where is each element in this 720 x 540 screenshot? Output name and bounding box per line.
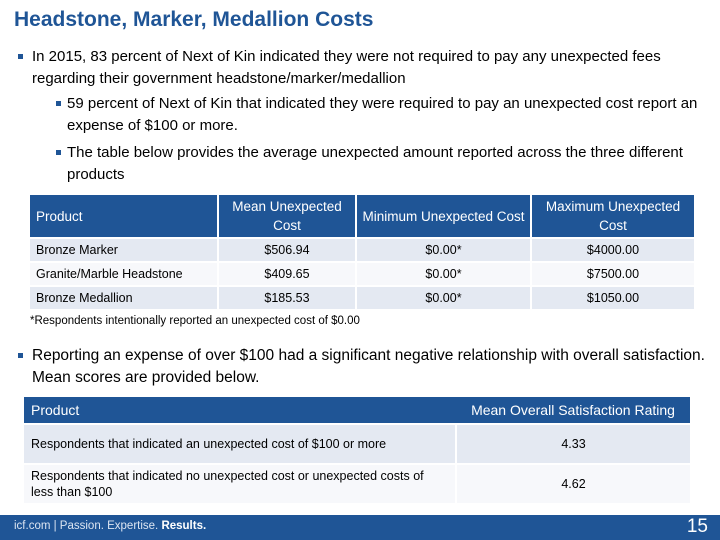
brand-tagline-bold: Results. <box>161 520 207 532</box>
table-cell: Granite/Marble Headstone <box>30 261 218 286</box>
column-header: Product <box>24 397 456 424</box>
table-cell: $0.00* <box>355 261 531 286</box>
page-number: 15 <box>686 516 708 537</box>
footer-brand: icf.com | Passion. Expertise. Results. <box>14 520 206 532</box>
table-cell: 4.62 <box>455 463 690 503</box>
table-cell: Respondents that indicated no unexpected… <box>24 463 456 503</box>
column-header: Mean Overall Satisfaction Rating <box>456 397 690 424</box>
table-footnote: *Respondents intentionally reported an u… <box>30 315 360 327</box>
table-cell: $0.00* <box>355 237 531 262</box>
cost-table-header: Product Mean Unexpected Cost Minimum Une… <box>30 195 694 238</box>
table-row: Respondents that indicated no unexpected… <box>24 463 690 503</box>
bullet-expense-100: 59 percent of Next of Kin that indicated… <box>56 93 706 137</box>
cost-table: Product Mean Unexpected Cost Minimum Une… <box>30 195 694 309</box>
table-row: Granite/Marble Headstone $409.65 $0.00* … <box>30 261 694 286</box>
table-cell: Bronze Medallion <box>30 285 218 309</box>
table-cell: $506.94 <box>217 237 356 262</box>
table-cell: $4000.00 <box>530 237 694 262</box>
bullet-table-intro: The table below provides the average une… <box>56 142 706 186</box>
bullet-satisfaction: Reporting an expense of over $100 had a … <box>18 345 708 389</box>
footer-bar: icf.com | Passion. Expertise. Results. 1… <box>0 515 720 540</box>
square-bullet-icon <box>56 150 61 155</box>
column-header: Minimum Unexpected Cost <box>355 195 531 238</box>
column-header: Product <box>30 195 218 238</box>
table-row: Bronze Medallion $185.53 $0.00* $1050.00 <box>30 285 694 309</box>
satisfaction-table: Product Mean Overall Satisfaction Rating… <box>24 397 690 503</box>
table-cell: Bronze Marker <box>30 237 218 262</box>
bullet-text: The table below provides the average une… <box>67 144 683 183</box>
column-header: Maximum Unexpected Cost <box>530 195 694 238</box>
table-cell: $409.65 <box>217 261 356 286</box>
bullet-text: 59 percent of Next of Kin that indicated… <box>67 95 698 134</box>
bullet-not-required: In 2015, 83 percent of Next of Kin indic… <box>18 46 708 90</box>
bullet-text: Reporting an expense of over $100 had a … <box>32 347 705 386</box>
table-cell: $1050.00 <box>530 285 694 309</box>
table-cell: $0.00* <box>355 285 531 309</box>
table-row: Respondents that indicated an unexpected… <box>24 423 690 464</box>
table-cell: 4.33 <box>455 423 690 464</box>
square-bullet-icon <box>56 101 61 106</box>
square-bullet-icon <box>18 54 23 59</box>
square-bullet-icon <box>18 353 23 358</box>
table-cell: Respondents that indicated an unexpected… <box>24 423 456 464</box>
bullet-text: In 2015, 83 percent of Next of Kin indic… <box>32 48 661 87</box>
table-cell: $7500.00 <box>530 261 694 286</box>
table-cell: $185.53 <box>217 285 356 309</box>
table-row: Bronze Marker $506.94 $0.00* $4000.00 <box>30 237 694 262</box>
brand-tagline: icf.com | Passion. Expertise. <box>14 520 159 532</box>
column-header: Mean Unexpected Cost <box>217 195 356 238</box>
slide-title: Headstone, Marker, Medallion Costs <box>14 8 374 31</box>
satisfaction-table-header: Product Mean Overall Satisfaction Rating <box>24 397 690 424</box>
